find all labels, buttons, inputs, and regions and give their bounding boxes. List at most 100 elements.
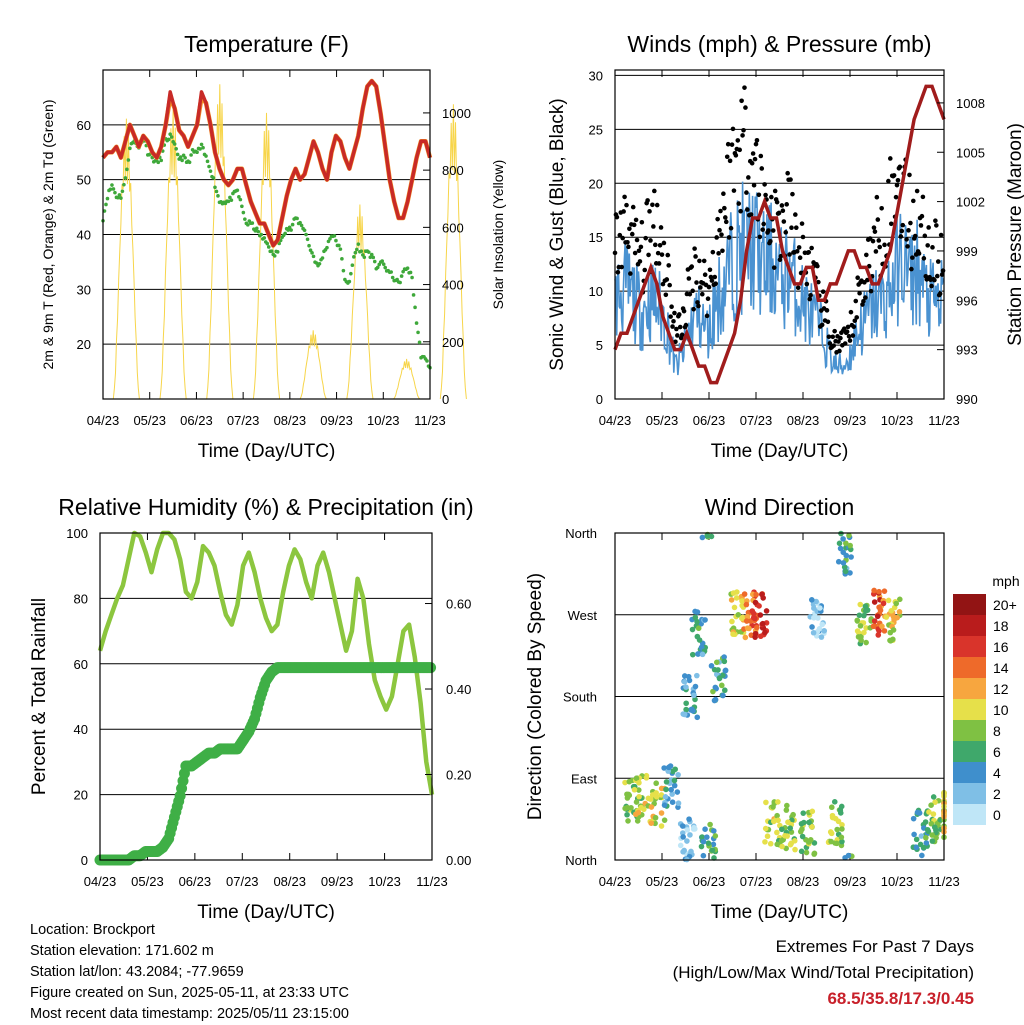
- direction-point: [635, 809, 642, 816]
- direction-point: [687, 832, 693, 838]
- gust-point: [784, 202, 789, 207]
- direction-point: [842, 568, 849, 575]
- direction-point: [847, 542, 853, 549]
- gust-point: [891, 173, 897, 178]
- direction-point: [671, 777, 678, 784]
- direction-point: [928, 802, 934, 809]
- gust-point: [877, 244, 883, 250]
- direction-point: [759, 620, 766, 627]
- gust-point: [739, 98, 744, 104]
- direction-point: [741, 591, 748, 597]
- direction-point: [840, 536, 846, 542]
- direction-point: [916, 810, 923, 816]
- direction-point: [743, 618, 750, 624]
- direction-point: [708, 663, 715, 669]
- gust-point: [647, 209, 652, 214]
- gust-point: [661, 240, 667, 246]
- solar-insolation-curve: [159, 110, 187, 400]
- direction-point: [843, 540, 849, 547]
- solar-insolation-curve: [252, 112, 281, 400]
- direction-point: [719, 682, 725, 689]
- direction-point: [847, 570, 853, 576]
- y-tick-label: 30: [589, 68, 603, 83]
- y-axis-label: Sonic Wind & Gust (Blue, Black): [547, 98, 568, 370]
- direction-point: [778, 837, 785, 844]
- direction-point: [806, 819, 812, 826]
- colorbar-label: 2: [993, 786, 1001, 802]
- dewpoint-point: [337, 243, 341, 248]
- direction-point: [695, 651, 701, 657]
- direction-point: [775, 799, 781, 805]
- colorbar-swatch: [953, 720, 986, 741]
- gust-point: [628, 271, 633, 276]
- gust-point: [676, 312, 682, 317]
- gust-point: [710, 249, 716, 255]
- direction-point: [662, 794, 669, 800]
- gust-point: [745, 207, 750, 212]
- dewpoint-point: [116, 195, 120, 200]
- gust-point: [669, 304, 674, 310]
- direction-point: [770, 818, 777, 825]
- gust-point: [652, 188, 657, 194]
- direction-point: [779, 843, 785, 850]
- gust-point: [763, 192, 768, 198]
- x-tick-label: 11/23: [414, 413, 446, 428]
- dewpoint-point: [326, 239, 331, 244]
- direction-point: [728, 597, 735, 603]
- y-right-tick-label: 400: [442, 278, 464, 293]
- gust-point: [761, 221, 766, 227]
- gust-point: [723, 219, 729, 225]
- direction-point: [923, 840, 930, 846]
- gust-point: [771, 265, 777, 270]
- gust-point: [830, 334, 836, 340]
- gust-point: [751, 182, 757, 188]
- direction-point: [731, 604, 738, 611]
- direction-point: [876, 588, 882, 595]
- direction-point: [880, 600, 887, 607]
- solar-insolation-curve: [299, 330, 327, 400]
- direction-point: [910, 815, 917, 822]
- direction-point: [835, 558, 842, 565]
- x-axis-label: Time (Day/UTC): [711, 441, 849, 462]
- dewpoint-point: [380, 259, 385, 263]
- sonic-wind-line: [614, 181, 944, 376]
- direction-point: [680, 848, 686, 855]
- y-tick-label: East: [571, 771, 597, 786]
- direction-point: [675, 800, 682, 807]
- chart-title: Wind Direction: [705, 494, 855, 520]
- gust-point: [691, 306, 696, 312]
- direction-point: [690, 692, 697, 699]
- colorbar-label: 14: [993, 660, 1009, 676]
- dewpoint-point: [205, 159, 210, 164]
- direction-point: [809, 808, 816, 815]
- x-tick-label: 10/23: [881, 874, 914, 889]
- solar-insolation-curve: [206, 84, 234, 400]
- gust-point: [664, 277, 670, 282]
- gust-point: [683, 322, 689, 328]
- gust-point: [937, 291, 943, 297]
- dewpoint-point: [213, 185, 217, 190]
- gust-point: [648, 238, 653, 243]
- gust-point: [689, 264, 695, 269]
- dewpoint-point: [320, 256, 325, 260]
- direction-point: [675, 771, 681, 778]
- gust-point: [886, 178, 891, 184]
- direction-point: [729, 618, 735, 625]
- y-right-tick-label: 1008: [956, 96, 985, 111]
- dewpoint-point: [349, 271, 353, 276]
- direction-point: [710, 841, 717, 848]
- dewpoint-point: [272, 254, 277, 258]
- gust-point: [634, 237, 640, 243]
- gust-point: [850, 333, 856, 338]
- dewpoint-point: [340, 257, 344, 261]
- direction-point: [782, 833, 788, 839]
- direction-point: [734, 589, 740, 595]
- gust-point: [815, 263, 820, 269]
- dewpoint-point: [159, 158, 164, 163]
- y-right-tick-label: 1000: [442, 106, 471, 121]
- dewpoint-point: [289, 228, 293, 232]
- dewpoint-point: [305, 237, 310, 242]
- direction-point: [888, 608, 895, 614]
- direction-point: [887, 629, 894, 636]
- direction-point: [647, 796, 654, 802]
